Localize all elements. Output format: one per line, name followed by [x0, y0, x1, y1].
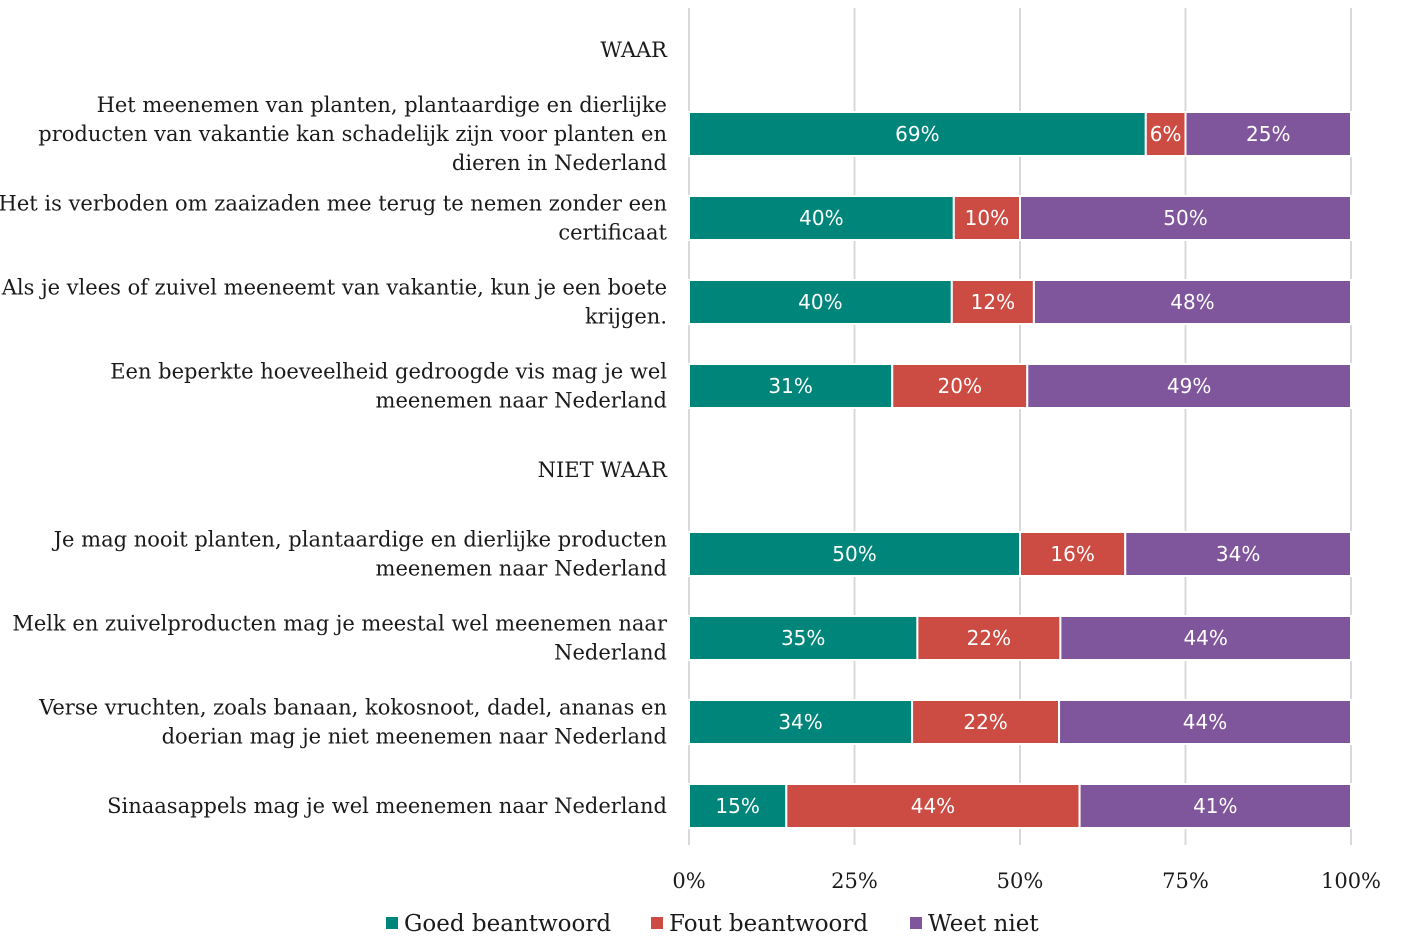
- data-label: 40%: [798, 290, 842, 314]
- legend-item: Goed beantwoord: [386, 911, 611, 937]
- data-label: 44%: [1183, 710, 1227, 734]
- data-label: 50%: [1163, 206, 1207, 230]
- x-tick-label: 50%: [997, 869, 1044, 893]
- data-label: 41%: [1193, 794, 1237, 818]
- bar-segment: [688, 783, 788, 829]
- category-label: Een beperkte hoeveelheid gedroogde vis m…: [110, 360, 667, 413]
- data-label: 35%: [781, 626, 825, 650]
- x-tick-label: 100%: [1321, 869, 1381, 893]
- bar-segment: [1019, 531, 1127, 577]
- legend-label: Weet niet: [928, 911, 1039, 937]
- data-label: 22%: [967, 626, 1011, 650]
- data-label: 22%: [963, 710, 1007, 734]
- bar-segment: [1144, 111, 1187, 157]
- bar-segment: [950, 279, 1035, 325]
- data-label: 40%: [799, 206, 843, 230]
- bar-segment: [1184, 111, 1352, 157]
- legend: Goed beantwoord Fout beantwoord Weet niet: [386, 911, 1039, 937]
- legend-label: Goed beantwoord: [404, 911, 611, 937]
- bar-segment: [916, 615, 1062, 661]
- category-label: Het meenemen van planten, plantaardige e…: [38, 93, 667, 175]
- x-tick-label: 25%: [831, 869, 878, 893]
- data-label: 15%: [715, 794, 759, 818]
- bar-segment: [688, 531, 1021, 577]
- bar-segment: [1059, 615, 1352, 661]
- data-label: 50%: [832, 542, 876, 566]
- data-label: 34%: [778, 710, 822, 734]
- bar-segment: [1124, 531, 1353, 577]
- data-label: 20%: [938, 374, 982, 398]
- legend-label: Fout beantwoord: [669, 911, 868, 937]
- legend-swatch: [651, 917, 663, 929]
- data-label: 31%: [768, 374, 812, 398]
- category-label: Melk en zuivelproducten mag je meestal w…: [12, 612, 668, 665]
- data-label: 44%: [1183, 626, 1227, 650]
- category-label: Als je vlees of zuivel meeneemt van vaka…: [1, 276, 667, 329]
- category-label: Je mag nooit planten, plantaardige en di…: [52, 528, 667, 581]
- data-label: 48%: [1170, 290, 1214, 314]
- bar-segment: [688, 615, 919, 661]
- legend-item: Weet niet: [910, 911, 1039, 937]
- bar-segment: [688, 279, 953, 325]
- data-label: 10%: [965, 206, 1009, 230]
- data-label: 25%: [1246, 122, 1290, 146]
- bar-segment: [1058, 699, 1352, 745]
- bar-segment: [1026, 363, 1352, 409]
- category-label: WAAR: [600, 38, 668, 62]
- x-axis-ticks: 0% 25% 50% 75% 100%: [672, 869, 1381, 893]
- x-tick-label: 0%: [672, 869, 705, 893]
- category-label: Sinaasappels mag je wel meenemen naar Ne…: [107, 794, 667, 818]
- legend-item: Fout beantwoord: [651, 911, 868, 937]
- bar-segment: [1032, 279, 1352, 325]
- category-label: Het is verboden om zaaizaden mee terug t…: [0, 192, 668, 245]
- data-label: 44%: [911, 794, 955, 818]
- bar-segment: [1078, 783, 1352, 829]
- category-labels: WAAR Het meenemen van planten, plantaardi…: [0, 38, 668, 818]
- data-label: 49%: [1167, 374, 1211, 398]
- category-label: Verse vruchten, zoals banaan, kokosnoot,…: [38, 696, 667, 749]
- bar-segment: [891, 363, 1029, 409]
- bar-segment: [1019, 195, 1352, 241]
- legend-swatch: [386, 917, 398, 929]
- data-label: 6%: [1150, 122, 1182, 146]
- bar-segment: [688, 111, 1147, 157]
- x-tick-label: 75%: [1162, 869, 1209, 893]
- data-label: 12%: [971, 290, 1015, 314]
- data-label: 34%: [1216, 542, 1260, 566]
- data-label: 16%: [1050, 542, 1094, 566]
- data-label: 69%: [895, 122, 939, 146]
- bar-segment: [785, 783, 1081, 829]
- bars: 69% 6% 25% 40% 10% 50% 40% 12% 48% 31% 20% 49% 50% 16…: [688, 111, 1353, 829]
- legend-swatch: [910, 917, 922, 929]
- category-label: NIET WAAR: [538, 458, 669, 482]
